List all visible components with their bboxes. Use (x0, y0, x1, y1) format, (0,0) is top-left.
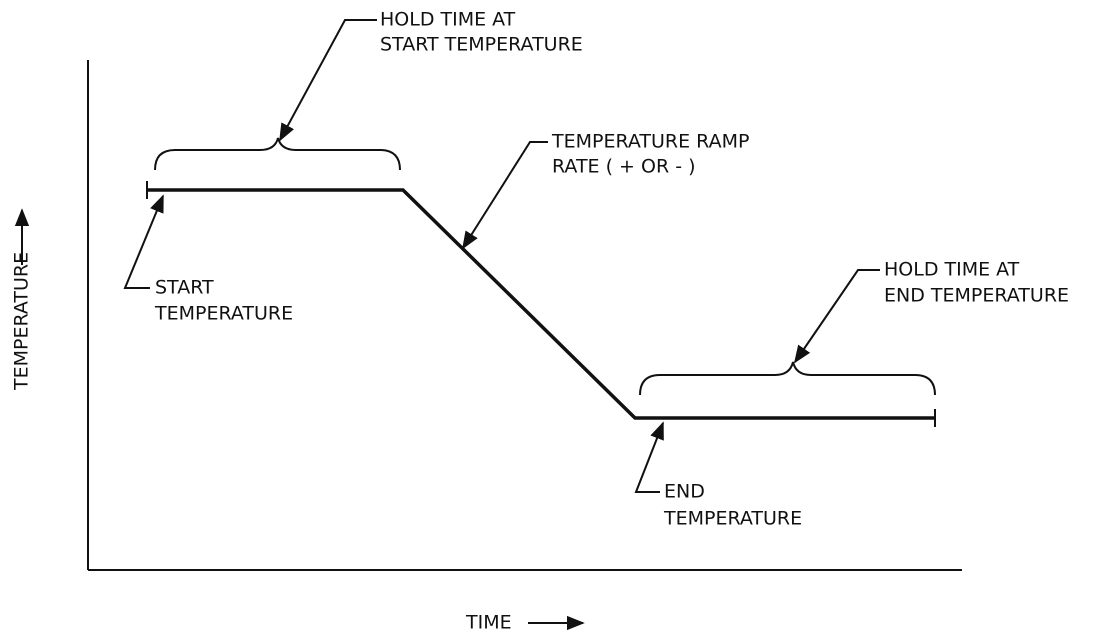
label: START TEMPERATURE (380, 34, 583, 56)
label: START (155, 277, 214, 299)
leader-end-temp (634, 421, 664, 493)
label: TEMPERATURE (663, 508, 802, 530)
label: HOLD TIME AT (380, 9, 516, 31)
label: TEMPERATURE (154, 303, 293, 325)
leader-hold-end (793, 269, 880, 364)
temperature-profile (147, 188, 935, 420)
label: RATE ( + OR - ) (552, 156, 696, 178)
label: TEMPERATURE RAMP (551, 131, 749, 153)
start-hold-brace (154, 137, 401, 171)
leader-start-temp (123, 194, 164, 289)
x-axis-title: TIME (465, 612, 512, 634)
y-axis-title: TEMPERATURE (11, 252, 33, 391)
leader-hold-start (279, 19, 377, 142)
end-hold-brace (639, 361, 936, 396)
label: HOLD TIME AT (884, 259, 1020, 281)
label: END TEMPERATURE (884, 285, 1069, 307)
label: END (664, 481, 705, 503)
leader-ramp (462, 141, 548, 250)
